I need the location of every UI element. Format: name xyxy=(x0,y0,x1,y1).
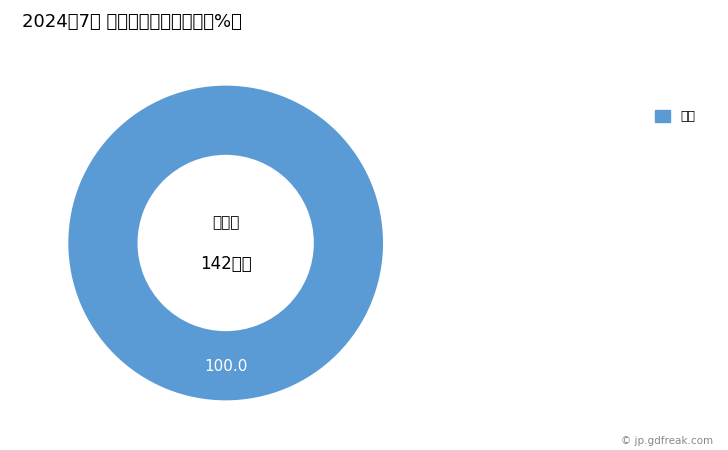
Text: 2024年7月 輸出相手国のシェア（%）: 2024年7月 輸出相手国のシェア（%） xyxy=(22,14,242,32)
Text: 総　額: 総 額 xyxy=(212,215,240,230)
Legend: 台湾: 台湾 xyxy=(650,105,700,128)
Text: 100.0: 100.0 xyxy=(204,359,248,374)
Wedge shape xyxy=(67,85,384,401)
Text: © jp.gdfreak.com: © jp.gdfreak.com xyxy=(621,436,713,446)
Text: 142万円: 142万円 xyxy=(199,255,252,273)
